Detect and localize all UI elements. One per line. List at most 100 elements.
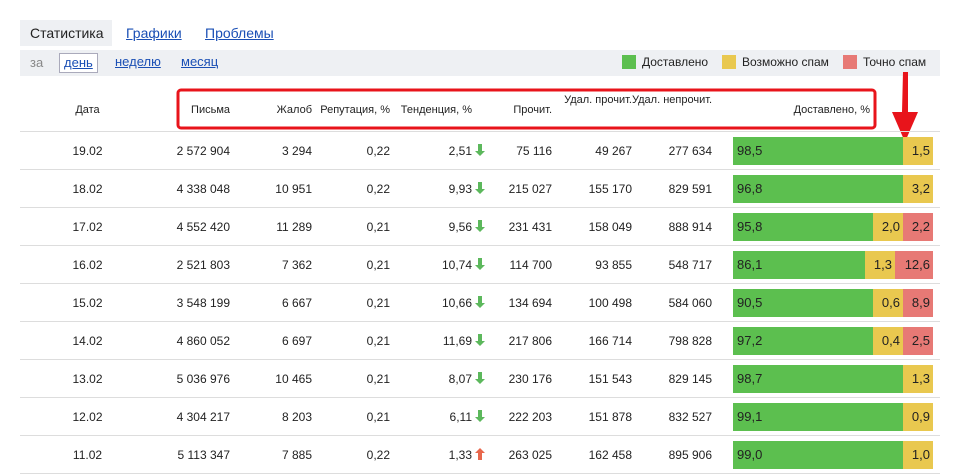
tab[interactable]: Проблемы	[205, 25, 274, 41]
bar-segment: 1,3	[903, 365, 933, 393]
trend-arrow	[475, 334, 485, 346]
trend-arrow	[475, 182, 485, 194]
number-cell: 4 304 217	[176, 410, 230, 424]
number-cell: 10 951	[275, 182, 312, 196]
bar-segment: 96,8	[733, 175, 903, 203]
legend-label: Доставлено	[642, 55, 709, 69]
bar-segment: 98,7	[733, 365, 903, 393]
bar-segment: 12,6	[895, 251, 933, 279]
row-divider	[20, 397, 940, 398]
active-tab-bg	[20, 20, 112, 46]
tab[interactable]: Статистика	[30, 25, 104, 41]
number-cell: 829 145	[668, 372, 712, 386]
bar-segment: 8,9	[903, 289, 933, 317]
number-cell: 215 027	[508, 182, 552, 196]
date-cell: 18.02	[72, 182, 103, 196]
row-divider	[20, 359, 940, 360]
number-cell: 158 049	[588, 220, 632, 234]
number-cell: 231 431	[508, 220, 552, 234]
column-header: Прочит.	[513, 104, 552, 116]
number-cell: 114 700	[509, 258, 553, 272]
number-cell: 0,21	[366, 334, 390, 348]
legend-label: Точно спам	[863, 55, 927, 69]
number-cell: 7 362	[281, 258, 312, 272]
bar-segment: 3,2	[903, 175, 933, 203]
tab[interactable]: Графики	[126, 25, 182, 41]
number-cell: 10,74	[441, 258, 472, 272]
trend-arrow	[475, 372, 485, 384]
number-cell: 8 203	[281, 410, 312, 424]
date-cell: 14.02	[72, 334, 103, 348]
number-cell: 134 694	[508, 296, 552, 310]
date-cell: 11.02	[72, 448, 103, 462]
number-cell: 3 294	[281, 144, 312, 158]
toolbar	[20, 50, 940, 76]
number-cell: 2 572 904	[176, 144, 230, 158]
bar-segment: 99,0	[733, 441, 903, 469]
number-cell: 5 036 976	[176, 372, 230, 386]
period-option[interactable]: месяц	[181, 54, 219, 69]
number-cell: 277 634	[668, 144, 712, 158]
legend-swatch	[843, 55, 857, 69]
number-cell: 93 855	[595, 258, 632, 272]
number-cell: 100 498	[588, 296, 632, 310]
number-cell: 11 289	[276, 220, 312, 234]
bar-segment: 0,4	[873, 327, 903, 355]
number-cell: 548 717	[668, 258, 712, 272]
number-cell: 888 914	[668, 220, 712, 234]
number-cell: 49 267	[595, 144, 632, 158]
pointer-arrow	[892, 72, 918, 142]
number-cell: 4 860 052	[176, 334, 230, 348]
date-cell: 16.02	[72, 258, 103, 272]
number-cell: 0,22	[366, 182, 390, 196]
number-cell: 6,11	[449, 410, 472, 424]
number-cell: 263 025	[508, 448, 552, 462]
number-cell: 0,22	[366, 144, 390, 158]
period-option[interactable]: неделю	[115, 54, 161, 69]
date-cell: 15.02	[72, 296, 103, 310]
bar-segment: 2,2	[903, 213, 933, 241]
number-cell: 2 521 803	[176, 258, 230, 272]
number-cell: 0,21	[366, 372, 390, 386]
number-cell: 895 906	[668, 448, 712, 462]
bar-segment: 97,2	[733, 327, 873, 355]
period-prefix: за	[30, 55, 44, 70]
column-header: Удал. непрочит.	[632, 94, 713, 106]
number-cell: 4 338 048	[176, 182, 230, 196]
column-header: Доставлено, %	[793, 104, 870, 116]
number-cell: 155 170	[588, 182, 632, 196]
row-divider	[20, 435, 940, 436]
legend-swatch	[722, 55, 736, 69]
number-cell: 10 465	[275, 372, 312, 386]
number-cell: 11,69	[442, 334, 472, 348]
row-divider	[20, 283, 940, 284]
bar-segment: 98,5	[733, 137, 903, 165]
bar-segment: 2,5	[903, 327, 933, 355]
date-cell: 13.02	[72, 372, 103, 386]
column-header: Репутация, %	[320, 104, 390, 116]
bar-segment: 99,1	[733, 403, 903, 431]
trend-arrow	[475, 448, 485, 460]
bar-segment: 0,9	[903, 403, 933, 431]
legend-swatch	[622, 55, 636, 69]
date-cell: 19.02	[72, 144, 103, 158]
number-cell: 230 176	[508, 372, 552, 386]
number-cell: 798 828	[668, 334, 712, 348]
bar-segment: 0,6	[873, 289, 903, 317]
number-cell: 222 203	[508, 410, 552, 424]
number-cell: 0,21	[366, 258, 390, 272]
number-cell: 10,66	[441, 296, 472, 310]
column-header: Дата	[75, 104, 100, 116]
bar-segment: 2,0	[873, 213, 903, 241]
number-cell: 0,22	[366, 448, 390, 462]
number-cell: 217 806	[508, 334, 552, 348]
row-divider	[20, 321, 940, 322]
bar-segment: 1,3	[865, 251, 895, 279]
trend-arrow	[475, 296, 485, 308]
period-option[interactable]: день	[59, 53, 98, 73]
number-cell: 9,93	[448, 182, 472, 196]
number-cell: 151 543	[588, 372, 632, 386]
bar-segment: 86,1	[733, 251, 865, 279]
number-cell: 584 060	[668, 296, 712, 310]
